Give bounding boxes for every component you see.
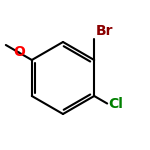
- Text: Br: Br: [96, 24, 113, 38]
- Text: O: O: [13, 45, 25, 60]
- Text: Cl: Cl: [108, 96, 123, 111]
